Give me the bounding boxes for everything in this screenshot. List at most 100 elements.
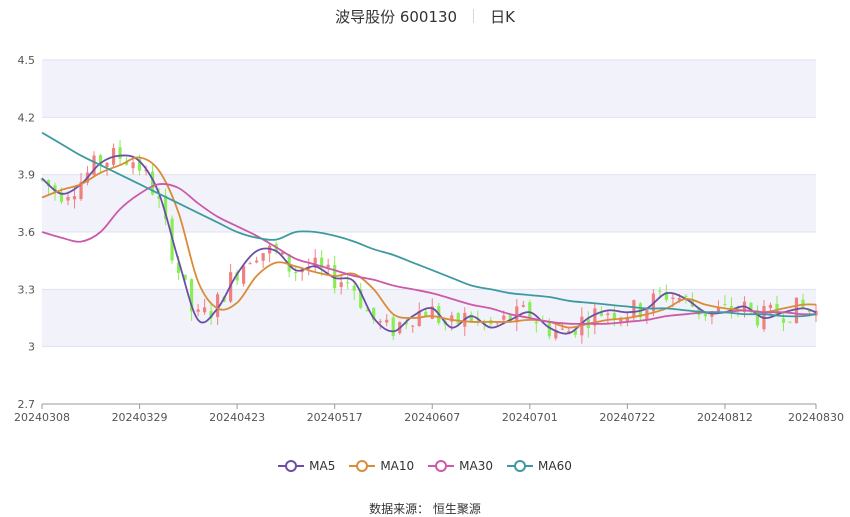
candle-body <box>749 302 753 310</box>
candle-body <box>261 253 265 261</box>
candle-body <box>203 307 207 313</box>
legend-marker-icon <box>507 460 534 472</box>
candle-body <box>495 322 499 324</box>
candle-body <box>723 304 727 306</box>
candle <box>189 278 194 321</box>
y-tick-label: 3.3 <box>18 283 36 296</box>
chart-bands <box>42 60 816 347</box>
candle-body <box>703 313 708 317</box>
candle-body <box>378 321 382 323</box>
candle-body <box>755 310 760 326</box>
y-tick-label: 3.6 <box>18 226 36 239</box>
candle-body <box>671 297 675 299</box>
grid-band <box>42 60 816 118</box>
candle-body <box>814 310 818 316</box>
candle-body <box>287 254 291 272</box>
candle-body <box>430 306 434 319</box>
candle-body <box>508 314 512 322</box>
legend-item-ma5[interactable]: MA5 <box>278 459 335 473</box>
legend-item-ma60[interactable]: MA60 <box>507 459 572 473</box>
candle <box>261 252 265 268</box>
legend-label: MA30 <box>459 459 494 473</box>
candle <box>203 298 207 315</box>
candle-body <box>664 292 669 300</box>
candle-body <box>593 308 597 326</box>
chart-title-period: 日K <box>490 8 515 26</box>
candle-body <box>242 265 246 284</box>
candle-body <box>528 302 532 319</box>
candle <box>385 314 389 327</box>
candle-body <box>768 304 773 309</box>
candle <box>606 310 610 325</box>
candle <box>554 324 558 341</box>
candle <box>625 312 629 327</box>
candle-body <box>502 315 506 320</box>
candle <box>157 187 161 209</box>
candle <box>255 256 259 264</box>
x-tick-label: 20240607 <box>404 411 460 424</box>
candle-body <box>521 305 525 307</box>
legend-label: MA10 <box>380 459 415 473</box>
candle <box>111 143 116 168</box>
candle-body <box>326 264 330 268</box>
candle-body <box>612 312 616 320</box>
candle-body <box>560 328 564 330</box>
candle-body <box>163 195 168 219</box>
candle-body <box>781 318 786 323</box>
candle <box>300 268 304 281</box>
y-axis: 2.7 3 3.3 3.6 3.9 4.2 4.5 <box>18 54 36 411</box>
candle-body <box>794 297 799 324</box>
candle <box>573 329 577 338</box>
candle-body <box>255 260 259 263</box>
legend-item-ma30[interactable]: MA30 <box>428 459 493 473</box>
candle-body <box>547 322 551 337</box>
candle <box>723 295 727 307</box>
candle-body <box>567 331 571 333</box>
candle-body <box>554 329 558 339</box>
candle-body <box>59 192 64 202</box>
candle-body <box>144 169 148 172</box>
candle-body <box>137 158 142 171</box>
candle-body <box>216 294 220 318</box>
candle <box>320 250 324 277</box>
legend-marker-icon <box>278 460 305 472</box>
x-axis: 20240308 20240329 20240423 20240517 20240607… <box>14 403 844 424</box>
candle-body <box>359 289 363 308</box>
candle-body <box>281 251 285 255</box>
candle-body <box>515 306 519 323</box>
candle <box>313 249 317 272</box>
candle <box>118 139 122 166</box>
candle <box>794 297 799 324</box>
candle-body <box>385 319 389 323</box>
candle <box>417 302 421 327</box>
candle-body <box>391 317 395 337</box>
data-source-value: 恒生聚源 <box>432 502 481 516</box>
candle-body <box>788 321 792 323</box>
candle <box>788 321 792 324</box>
legend-marker-icon <box>428 460 455 472</box>
candle-body <box>534 321 538 324</box>
candle-body <box>196 309 200 312</box>
candle <box>456 312 460 326</box>
candle-body <box>372 307 376 320</box>
candle-body <box>92 155 96 176</box>
candle-body <box>98 155 103 166</box>
title-separator <box>473 9 475 23</box>
x-tick-label: 20240830 <box>788 411 844 424</box>
candle <box>703 312 708 322</box>
candle-body <box>411 325 415 327</box>
candle <box>196 303 200 317</box>
candle <box>352 281 356 301</box>
y-tick-label: 4.2 <box>18 111 36 124</box>
candle-body <box>807 309 812 312</box>
candle-body <box>352 285 356 291</box>
candle-body <box>625 317 629 322</box>
candle-body <box>450 315 454 322</box>
candle-body <box>677 298 682 301</box>
x-tick-label: 20240722 <box>599 411 655 424</box>
candle <box>593 302 597 335</box>
legend-item-ma10[interactable]: MA10 <box>349 459 414 473</box>
candle <box>248 261 252 265</box>
chart-title-stock: 波导股份 600130 <box>335 8 458 26</box>
candle-body <box>157 196 161 199</box>
